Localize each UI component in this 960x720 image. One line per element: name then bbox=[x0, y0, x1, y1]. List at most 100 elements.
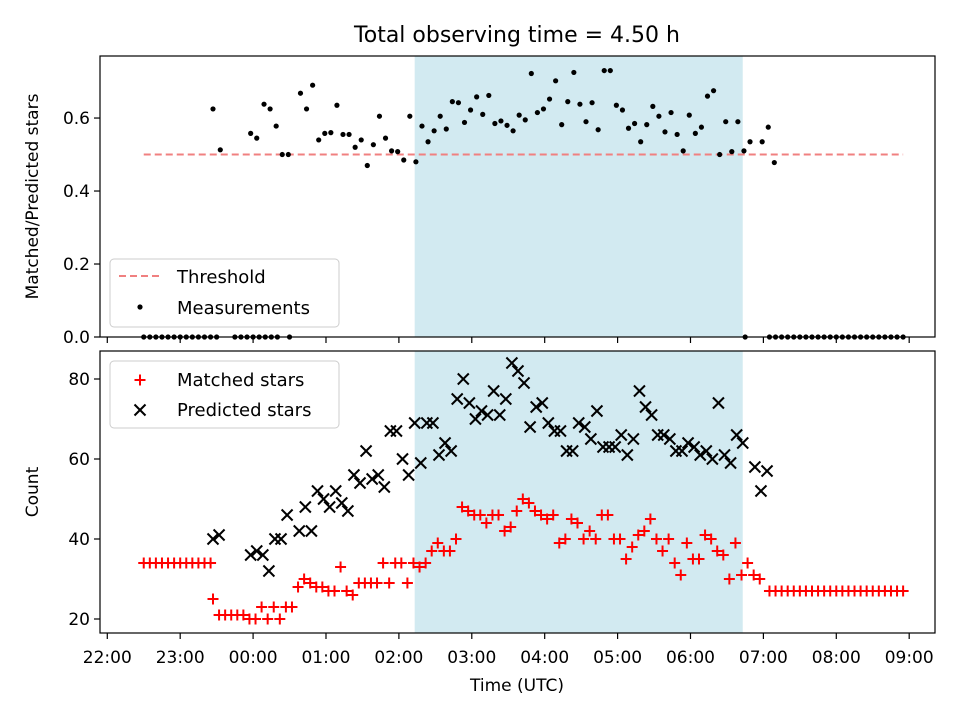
measurement-point bbox=[267, 106, 273, 112]
predicted-star-point bbox=[408, 416, 421, 430]
measurement-point bbox=[607, 67, 613, 74]
measurement-point bbox=[395, 149, 401, 155]
bottom-panel: 20 40 60 80 Count Matched stars Predicted s… bbox=[23, 350, 936, 639]
bottom-legend: Matched stars Predicted stars bbox=[109, 360, 340, 429]
predicted-star-point bbox=[212, 528, 226, 542]
top-panel: 0.0 0.2 0.4 0.6 Matched/Predicted stars Thr… bbox=[23, 55, 936, 348]
matched-star-point bbox=[207, 593, 219, 605]
measurement-point bbox=[455, 100, 462, 106]
measurement-point bbox=[710, 88, 717, 94]
measurement-point bbox=[474, 94, 480, 100]
measurement-point bbox=[644, 122, 650, 128]
measurement-point bbox=[565, 99, 571, 105]
measurement-point bbox=[449, 99, 455, 105]
measurement-point bbox=[248, 130, 254, 136]
predicted-star-point bbox=[426, 416, 440, 430]
measurement-point bbox=[352, 144, 358, 150]
matched-star-point bbox=[450, 533, 462, 545]
measurement-point bbox=[407, 113, 413, 119]
measurement-point bbox=[522, 117, 528, 123]
predicted-star-point bbox=[256, 548, 270, 562]
bottom-legend-box bbox=[109, 360, 340, 429]
measurement-point bbox=[747, 139, 753, 145]
measurement-point bbox=[668, 109, 674, 116]
predicted-star-point bbox=[402, 468, 415, 482]
x-tick-label: 22:00 bbox=[83, 648, 132, 668]
measurement-point bbox=[316, 137, 322, 143]
x-tick-label: 04:00 bbox=[520, 648, 569, 668]
predicted-star-point bbox=[463, 396, 476, 410]
measurement-point bbox=[217, 147, 223, 153]
predicted-star-point bbox=[244, 548, 257, 562]
y-tick-label: 0.2 bbox=[63, 255, 90, 275]
matched-star-point bbox=[729, 537, 741, 549]
matched-star-point bbox=[395, 557, 407, 569]
measurement-point bbox=[632, 120, 638, 127]
measurement-point bbox=[559, 122, 565, 128]
matched-star-point bbox=[517, 493, 529, 505]
matched-star-point bbox=[663, 533, 675, 545]
measurement-point bbox=[346, 131, 352, 138]
predicted-star-point bbox=[694, 448, 707, 462]
matched-star-point bbox=[298, 573, 310, 585]
matched-star-point bbox=[626, 541, 638, 553]
bottom-y-axis-label: Count bbox=[23, 466, 43, 517]
predicted-star-point bbox=[372, 468, 385, 482]
matched-star-point bbox=[511, 505, 523, 517]
measurement-point bbox=[601, 67, 607, 74]
predicted-star-point bbox=[566, 444, 579, 458]
matched-star-point bbox=[529, 505, 541, 517]
measurement-point bbox=[680, 148, 686, 154]
matched-star-point bbox=[742, 557, 754, 569]
predicted-star-point bbox=[529, 400, 543, 414]
measurement-point bbox=[704, 93, 711, 99]
matched-star-point bbox=[541, 513, 553, 525]
measurement-point bbox=[328, 130, 334, 136]
x-tick-label: 08:00 bbox=[812, 648, 861, 668]
y-tick-label: 0.6 bbox=[63, 109, 90, 129]
predicted-star-point bbox=[487, 384, 500, 398]
predicted-star-point bbox=[505, 356, 519, 370]
matched-star-point bbox=[493, 509, 505, 521]
predicted-star-point bbox=[517, 376, 531, 390]
x-tick-label: 00:00 bbox=[229, 648, 278, 668]
measurement-point bbox=[638, 139, 644, 145]
x-tick-label: 03:00 bbox=[447, 648, 496, 668]
legend-predicted-label: Predicted stars bbox=[177, 400, 311, 421]
predicted-star-point bbox=[335, 496, 348, 510]
measurement-point bbox=[656, 113, 662, 119]
matched-star-point bbox=[480, 517, 492, 529]
measurement-point bbox=[413, 159, 419, 165]
predicted-star-point bbox=[542, 416, 555, 430]
measurement-point bbox=[492, 120, 498, 127]
predicted-star-point bbox=[311, 484, 324, 498]
predicted-star-point bbox=[675, 444, 689, 458]
measurement-point bbox=[467, 107, 474, 113]
legend-measurements-swatch bbox=[137, 304, 143, 310]
x-tick-label: 09:00 bbox=[885, 648, 934, 668]
matched-star-point bbox=[736, 569, 748, 581]
measurement-point bbox=[516, 112, 522, 118]
predicted-star-point bbox=[554, 424, 567, 438]
matched-star-point bbox=[432, 537, 444, 549]
matched-star-point bbox=[650, 533, 662, 545]
measurement-point bbox=[419, 123, 425, 129]
measurement-point bbox=[717, 151, 723, 158]
predicted-star-point bbox=[293, 524, 306, 538]
y-tick-label: 0.0 bbox=[63, 328, 90, 348]
predicted-star-point bbox=[262, 564, 276, 578]
observing-window-shade-top bbox=[414, 56, 743, 337]
matched-star-point bbox=[553, 537, 565, 549]
matched-star-point bbox=[693, 553, 705, 565]
measurement-point bbox=[698, 124, 705, 130]
matched-star-point bbox=[304, 577, 316, 589]
measurement-point bbox=[364, 162, 370, 169]
measurement-point bbox=[261, 101, 267, 107]
matched-star-point bbox=[335, 561, 347, 573]
predicted-star-point bbox=[687, 440, 701, 454]
legend-matched-label: Matched stars bbox=[177, 370, 304, 391]
measurement-point bbox=[674, 131, 680, 138]
measurement-point bbox=[662, 129, 668, 135]
matched-star-point bbox=[292, 581, 304, 593]
